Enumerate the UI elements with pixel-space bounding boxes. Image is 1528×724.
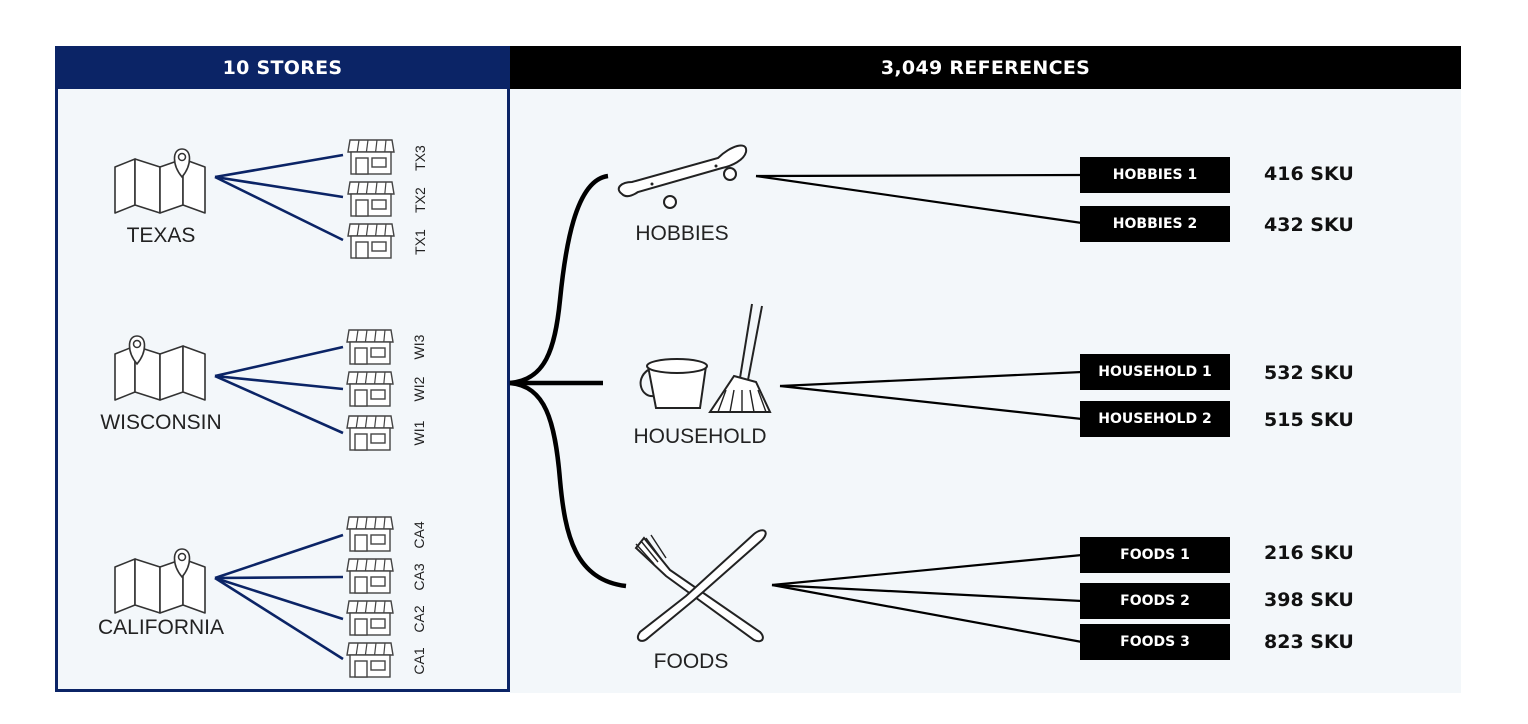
- sku-count-foods-1: 216 SKU: [1264, 542, 1354, 564]
- store-code-tx2: TX2: [412, 187, 428, 213]
- sku-count-foods-3: 823 SKU: [1264, 631, 1354, 653]
- california-store-line-3: [214, 576, 344, 621]
- california-store-line-1: [214, 533, 344, 580]
- category-label-hobbies: HOBBIES: [635, 222, 729, 245]
- category-label-household: HOUSEHOLD: [633, 425, 767, 448]
- california-store-line-2: [214, 575, 344, 580]
- foods-sub-line-2: [771, 583, 1083, 603]
- store-icon-wi1: [346, 415, 394, 451]
- fork-knife-icon: [634, 529, 767, 643]
- skateboard-icon: [617, 144, 748, 209]
- store-code-ca3: CA3: [411, 563, 427, 591]
- foods-sub-line-3: [771, 583, 1083, 644]
- texas-store-line-1: [214, 153, 344, 179]
- texas-store-line-2: [214, 175, 344, 199]
- wisconsin-store-line-3: [214, 374, 344, 435]
- texas-store-line-3: [214, 175, 344, 242]
- store-code-wi2: WI2: [411, 376, 427, 402]
- sku-count-hobbies-2: 432 SKU: [1264, 214, 1354, 236]
- store-icon-tx1: [347, 223, 395, 259]
- california-store-line-4: [214, 576, 344, 661]
- state-label-texas: TEXAS: [126, 224, 196, 247]
- bucket-broom-icon: [639, 303, 772, 413]
- wisconsin-store-line-1: [214, 345, 344, 378]
- state-label-wisconsin: WISCONSIN: [100, 411, 222, 434]
- store-icon-ca1: [346, 642, 394, 678]
- store-icon-tx2: [347, 181, 395, 217]
- store-icon-ca2: [346, 600, 394, 636]
- store-code-ca1: CA1: [411, 647, 427, 675]
- store-code-tx1: TX1: [412, 229, 428, 255]
- category-label-foods: FOODS: [653, 650, 729, 673]
- state-label-california: CALIFORNIA: [97, 616, 225, 639]
- texas-map-icon: [114, 148, 206, 214]
- subcategory-box-foods-1: FOODS 1: [1080, 537, 1230, 573]
- subcategory-box-hobbies-1: HOBBIES 1: [1080, 157, 1230, 193]
- foods-sub-line-1: [771, 553, 1083, 587]
- subcategory-box-foods-2: FOODS 2: [1080, 583, 1230, 619]
- store-icon-wi3: [346, 329, 394, 365]
- sku-count-hobbies-1: 416 SKU: [1264, 163, 1354, 185]
- sku-count-household-1: 532 SKU: [1264, 362, 1354, 384]
- store-code-ca4: CA4: [411, 521, 427, 549]
- store-icon-ca3: [346, 558, 394, 594]
- sku-count-foods-2: 398 SKU: [1264, 589, 1354, 611]
- references-header: 3,049 REFERENCES: [510, 46, 1461, 89]
- california-map-icon: [114, 548, 206, 614]
- hobbies-sub-line-2: [755, 174, 1083, 225]
- store-code-tx3: TX3: [412, 145, 428, 171]
- store-icon-tx3: [347, 139, 395, 175]
- store-code-wi3: WI3: [411, 334, 427, 360]
- store-code-wi1: WI1: [411, 420, 427, 446]
- hobbies-sub-line-1: [755, 173, 1083, 178]
- stores-header: 10 STORES: [55, 46, 510, 89]
- wisconsin-store-line-2: [214, 374, 344, 391]
- subcategory-box-household-2: HOUSEHOLD 2: [1080, 401, 1230, 437]
- store-code-ca2: CA2: [411, 605, 427, 633]
- sku-count-household-2: 515 SKU: [1264, 409, 1354, 431]
- store-icon-wi2: [346, 371, 394, 407]
- household-sub-line-2: [779, 384, 1083, 421]
- subcategory-box-foods-3: FOODS 3: [1080, 624, 1230, 660]
- wisconsin-map-icon: [114, 335, 206, 401]
- subcategory-box-hobbies-2: HOBBIES 2: [1080, 206, 1230, 242]
- household-sub-line-1: [779, 370, 1083, 388]
- subcategory-box-household-1: HOUSEHOLD 1: [1080, 354, 1230, 390]
- store-icon-ca4: [346, 516, 394, 552]
